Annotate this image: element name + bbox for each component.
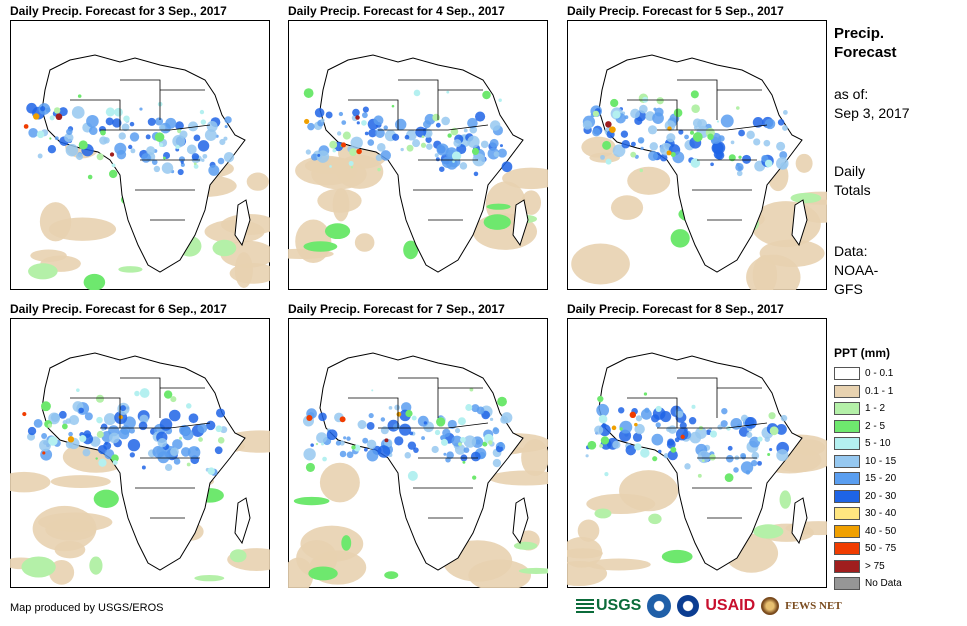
panel-title: Daily Precip. Forecast for 4 Sep., 2017 xyxy=(288,4,505,18)
precip-map xyxy=(10,20,270,290)
legend-label: 5 - 10 xyxy=(865,438,891,450)
legend-swatch xyxy=(834,577,860,591)
legend-swatch xyxy=(834,542,860,556)
title-line2: Forecast xyxy=(834,44,897,61)
asof-label: as of: xyxy=(834,86,869,102)
legend: 0 - 0.1 0.1 - 1 1 - 2 2 - 5 5 - 10 10 - 15 15 … xyxy=(834,365,902,593)
usaid-seal-icon xyxy=(677,595,700,617)
legend-swatch xyxy=(834,507,860,521)
legend-item: 0 - 0.1 xyxy=(834,365,902,383)
legend-item: 30 - 40 xyxy=(834,505,902,523)
usgs-logo-text: USGS xyxy=(596,597,642,614)
legend-item: 15 - 20 xyxy=(834,470,902,488)
legend-label: 1 - 2 xyxy=(865,403,886,415)
legend-item: 10 - 15 xyxy=(834,453,902,471)
legend-label: 0 - 0.1 xyxy=(865,368,894,380)
forecast-panel-sep6: Daily Precip. Forecast for 6 Sep., 2017 xyxy=(10,302,272,592)
panel-title: Daily Precip. Forecast for 7 Sep., 2017 xyxy=(288,302,505,316)
legend-swatch xyxy=(834,489,860,503)
totals-line2: Totals xyxy=(834,182,871,198)
legend-item: 50 - 75 xyxy=(834,540,902,558)
precip-map xyxy=(567,20,827,290)
legend-swatch xyxy=(834,472,860,486)
totals-block: Daily Totals xyxy=(834,162,871,200)
usgs-logo: USGS xyxy=(576,597,641,615)
legend-label: No Data xyxy=(865,578,902,590)
data-line1: Data: xyxy=(834,243,868,259)
legend-swatch xyxy=(834,454,860,468)
legend-item: No Data xyxy=(834,575,902,593)
fews-net-logo: FEWS NET xyxy=(785,600,842,612)
legend-label: 20 - 30 xyxy=(865,490,897,502)
panel-title: Daily Precip. Forecast for 8 Sep., 2017 xyxy=(567,302,784,316)
legend-swatch xyxy=(834,559,860,573)
legend-swatch xyxy=(834,384,860,398)
legend-swatch xyxy=(834,524,860,538)
legend-label: 50 - 75 xyxy=(865,543,897,555)
sidebar-title: Precip. Forecast xyxy=(834,24,897,62)
data-line2: NOAA- xyxy=(834,262,879,278)
legend-item: > 75 xyxy=(834,558,902,576)
legend-label: 2 - 5 xyxy=(865,420,886,432)
data-source-block: Data: NOAA- GFS xyxy=(834,242,878,299)
usgs-mark-icon xyxy=(576,599,594,613)
legend-label: 40 - 50 xyxy=(865,525,897,537)
usaid-logo: USAID xyxy=(705,597,756,614)
precip-map xyxy=(10,318,270,588)
precip-map xyxy=(567,318,827,588)
forecast-panel-sep7: Daily Precip. Forecast for 7 Sep., 2017 xyxy=(288,302,550,592)
legend-item: 2 - 5 xyxy=(834,418,902,436)
legend-item: 20 - 30 xyxy=(834,488,902,506)
title-line1: Precip. xyxy=(834,25,885,42)
panel-title: Daily Precip. Forecast for 3 Sep., 2017 xyxy=(10,4,227,18)
legend-label: > 75 xyxy=(865,560,885,572)
legend-swatch xyxy=(834,437,860,451)
legend-item: 40 - 50 xyxy=(834,523,902,541)
precip-map xyxy=(288,318,548,588)
noaa-logo-icon xyxy=(647,594,672,618)
legend-label: 0.1 - 1 xyxy=(865,385,894,397)
panel-title: Daily Precip. Forecast for 5 Sep., 2017 xyxy=(567,4,784,18)
map-credit: Map produced by USGS/EROS xyxy=(10,602,164,614)
data-line3: GFS xyxy=(834,281,863,297)
precip-map xyxy=(288,20,548,290)
asof-block: as of: Sep 3, 2017 xyxy=(834,85,910,123)
legend-item: 0.1 - 1 xyxy=(834,383,902,401)
legend-swatch xyxy=(834,367,860,381)
forecast-panel-sep4: Daily Precip. Forecast for 4 Sep., 2017 xyxy=(288,4,550,294)
forecast-panel-sep5: Daily Precip. Forecast for 5 Sep., 2017 xyxy=(567,4,829,294)
legend-label: 30 - 40 xyxy=(865,508,897,520)
forecast-panel-sep8: Daily Precip. Forecast for 8 Sep., 2017 xyxy=(567,302,829,592)
legend-title: PPT (mm) xyxy=(834,346,891,360)
forecast-panel-sep3: Daily Precip. Forecast for 3 Sep., 2017 xyxy=(10,4,272,294)
totals-line1: Daily xyxy=(834,163,866,179)
legend-swatch xyxy=(834,402,860,416)
asof-date: Sep 3, 2017 xyxy=(834,105,910,121)
legend-swatch xyxy=(834,419,860,433)
legend-item: 1 - 2 xyxy=(834,400,902,418)
panel-title: Daily Precip. Forecast for 6 Sep., 2017 xyxy=(10,302,227,316)
legend-label: 15 - 20 xyxy=(865,473,897,485)
logo-strip: USGS USAID FEWS NET xyxy=(576,594,842,618)
legend-item: 5 - 10 xyxy=(834,435,902,453)
fews-globe-icon xyxy=(761,597,780,615)
legend-label: 10 - 15 xyxy=(865,455,897,467)
